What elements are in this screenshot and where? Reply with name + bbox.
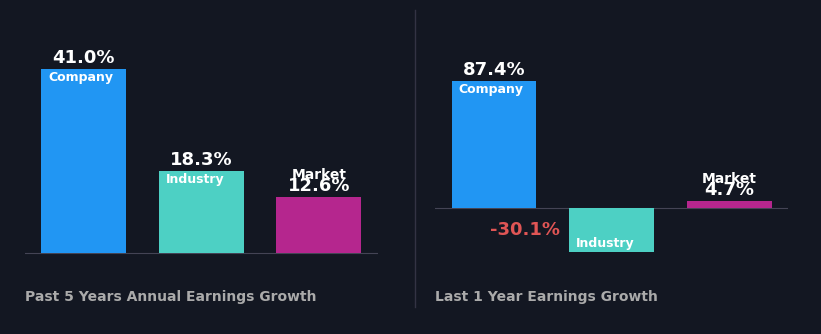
Text: 87.4%: 87.4% xyxy=(463,61,525,79)
Text: Company: Company xyxy=(48,71,113,84)
Bar xyxy=(452,81,536,208)
Text: Industry: Industry xyxy=(576,237,635,250)
Text: -30.1%: -30.1% xyxy=(490,221,560,239)
Bar xyxy=(41,69,126,253)
Text: Industry: Industry xyxy=(166,173,224,186)
Bar xyxy=(687,201,772,208)
Text: Company: Company xyxy=(459,83,524,96)
Bar xyxy=(158,171,244,253)
Text: Market: Market xyxy=(291,168,346,182)
Text: Past 5 Years Annual Earnings Growth: Past 5 Years Annual Earnings Growth xyxy=(25,290,316,304)
Bar xyxy=(569,208,654,252)
Text: 12.6%: 12.6% xyxy=(287,177,350,194)
Text: 18.3%: 18.3% xyxy=(170,151,232,169)
Bar xyxy=(277,197,361,253)
Text: Market: Market xyxy=(702,172,757,186)
Text: 4.7%: 4.7% xyxy=(704,181,754,199)
Text: 41.0%: 41.0% xyxy=(53,49,115,67)
Text: Last 1 Year Earnings Growth: Last 1 Year Earnings Growth xyxy=(435,290,658,304)
